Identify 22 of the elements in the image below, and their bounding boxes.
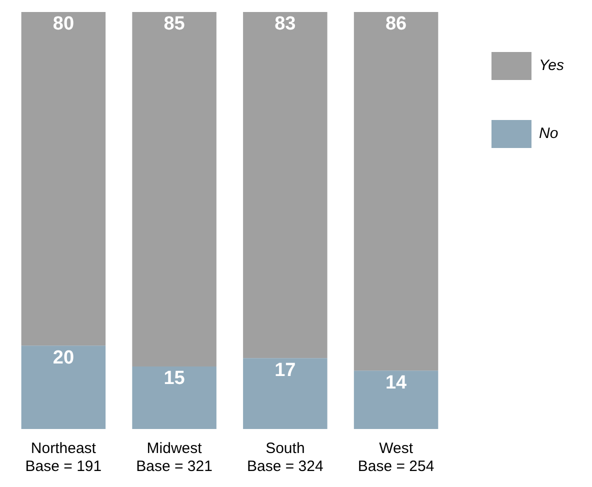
legend-label: No	[538, 125, 558, 142]
data-label: 20	[52, 347, 74, 368]
bar	[132, 12, 216, 366]
bar	[243, 12, 328, 358]
data-label: 86	[385, 14, 407, 35]
x-tick-label: West Base = 254	[358, 440, 434, 476]
bar	[243, 358, 328, 429]
data-label: 80	[52, 14, 74, 35]
data-label: 83	[274, 14, 296, 35]
x-tick-label: Northeast Base = 191	[25, 440, 102, 476]
bar	[21, 346, 106, 429]
bar	[21, 12, 106, 346]
data-label: 17	[274, 360, 296, 381]
bar	[354, 370, 438, 429]
data-label: 15	[164, 368, 186, 390]
x-tick-label: Midwest Base = 321	[136, 440, 212, 476]
bar	[354, 12, 438, 371]
legend-label: Yes	[538, 57, 564, 74]
bar	[132, 366, 216, 429]
x-tick-label: South Base = 324	[247, 440, 324, 476]
data-label: 85	[164, 14, 186, 35]
data-label: 14	[385, 372, 408, 394]
